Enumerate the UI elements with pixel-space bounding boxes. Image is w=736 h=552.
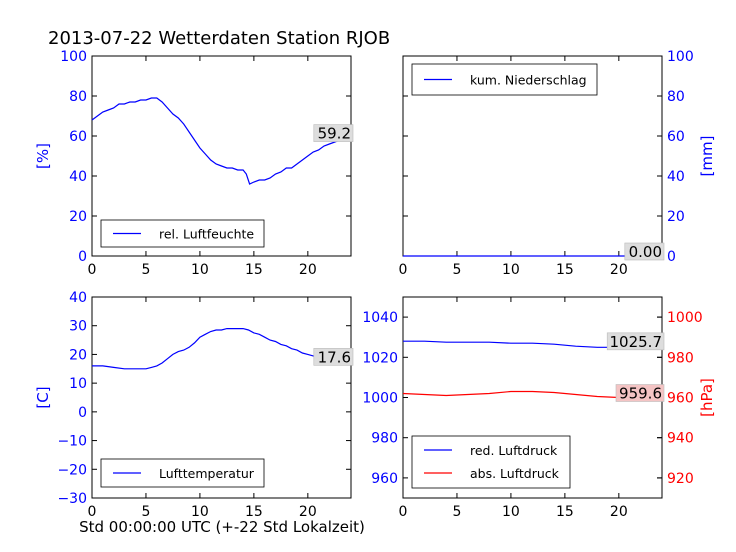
y2-tick-label: 1000: [667, 310, 703, 326]
y-tick-label: 0: [667, 249, 676, 265]
y-tick-label: 40: [69, 169, 87, 185]
legend-box: [411, 435, 571, 489]
x-tick-label: 20: [299, 504, 317, 520]
y-tick-label: 10: [69, 376, 87, 392]
series-line-rel-luftfeuchte: [91, 97, 352, 185]
x-tick-label: 20: [610, 504, 628, 520]
legend-label: kum. Niederschlag: [470, 73, 587, 88]
x-tick-label: 20: [610, 262, 628, 278]
y-axis-label: [hPa]: [698, 378, 716, 417]
x-tick-label: 10: [502, 262, 520, 278]
value-annotation: 959.6: [615, 384, 665, 403]
x-tick-label: 10: [191, 504, 209, 520]
annotation-box: [615, 384, 665, 402]
value-annotation: 0.00: [624, 242, 665, 261]
x-tick-label: 0: [399, 262, 408, 278]
y-tick-label: −30: [57, 491, 87, 507]
x-tick-label: 15: [245, 504, 263, 520]
y-tick-label: −20: [57, 462, 87, 478]
chart-temperature: 0 5 10 15 20 −30 −20 −10 0 10 20 30 40 [C] 17.6 Lufttem…: [34, 290, 354, 520]
y-tick-label: 40: [69, 290, 87, 306]
y2-tick-label: 920: [667, 471, 694, 487]
value-annotation: 1025.7: [606, 332, 665, 351]
legend: kum. Niederschlag: [411, 63, 598, 96]
y-axis-label: [C]: [34, 386, 52, 408]
annotation-text: 959.6: [619, 385, 662, 403]
annotation-text: 0.00: [629, 243, 662, 261]
x-tick-label: 15: [556, 504, 574, 520]
y-tick-label: 960: [371, 471, 398, 487]
chart-humidity: 0 5 10 15 20 0 20 40 60 80 100 [%] 59.2 rel. Luftfeuc…: [34, 49, 354, 278]
series-line-lufttemperatur: [92, 328, 351, 370]
y-tick-label: 40: [667, 169, 685, 185]
chart-pressure: 0 5 10 15 2096098010001020104092094096098010…: [362, 296, 716, 520]
annotation-box: [606, 332, 665, 351]
annotation-box: [624, 242, 665, 261]
y2-tick-label: 960: [667, 391, 694, 407]
annotation-text: 59.2: [318, 125, 351, 143]
x-tick-label: 10: [191, 262, 209, 278]
x-tick-label: 5: [141, 262, 150, 278]
y-tick-label: 60: [667, 129, 685, 145]
value-annotation: 59.2: [313, 124, 354, 143]
y-tick-label: 60: [69, 129, 87, 145]
value-annotation: 17.6: [313, 348, 354, 366]
y-tick-label: 0: [78, 405, 87, 421]
legend: red. Luftdruck abs. Luftdruck: [411, 435, 571, 489]
y-tick-label: 100: [667, 49, 694, 65]
legend-label: red. Luftdruck: [470, 443, 558, 458]
x-tick-label: 20: [299, 262, 317, 278]
x-tick-label: 0: [399, 504, 408, 520]
y2-tick-label: 940: [667, 431, 694, 447]
x-tick-label: 5: [452, 504, 461, 520]
x-tick-label: 15: [556, 262, 574, 278]
legend-label: Lufttemperatur: [159, 466, 255, 481]
x-tick-label: 5: [141, 504, 150, 520]
figure-title: 2013-07-22 Wetterdaten Station RJOB: [48, 28, 390, 49]
y-tick-label: 100: [60, 49, 87, 65]
y-tick-label: 30: [69, 319, 87, 335]
figure-xlabel: Std 00:00:00 UTC (+-22 Std Lokalzeit): [79, 518, 365, 536]
x-tick-label: 5: [452, 262, 461, 278]
y-tick-label: 80: [667, 89, 685, 105]
y-tick-label: 20: [69, 209, 87, 225]
annotation-text: 17.6: [318, 348, 351, 366]
y-tick-label: 1040: [362, 310, 398, 326]
y-tick-label: 980: [371, 431, 398, 447]
annotation-box: [313, 124, 354, 142]
legend: rel. Luftfeuchte: [100, 219, 265, 248]
annotation-text: 1025.7: [610, 333, 663, 351]
chart-precipitation: 0 5 10 15 20 0 20 40 60 80 100 [mm] 0.00 kum. Nieders…: [399, 49, 716, 278]
y-tick-label: 1000: [362, 391, 398, 407]
x-tick-label: 10: [502, 504, 520, 520]
y-axis-label: [%]: [34, 143, 52, 169]
x-tick-label: 15: [245, 262, 263, 278]
annotation-box: [313, 348, 354, 366]
x-tick-label: 0: [88, 504, 97, 520]
y-axis-label: [mm]: [698, 136, 716, 177]
legend-label: rel. Luftfeuchte: [159, 227, 254, 242]
legend: Lufttemperatur: [100, 458, 265, 488]
y-tick-label: −10: [57, 434, 87, 450]
y-tick-label: 0: [78, 249, 87, 265]
y-tick-label: 1020: [362, 350, 398, 366]
x-tick-label: 0: [88, 262, 97, 278]
legend-label: abs. Luftdruck: [470, 466, 560, 481]
y2-tick-label: 980: [667, 350, 694, 366]
y-tick-label: 20: [69, 347, 87, 363]
y-tick-label: 80: [69, 89, 87, 105]
y-tick-label: 20: [667, 209, 685, 225]
